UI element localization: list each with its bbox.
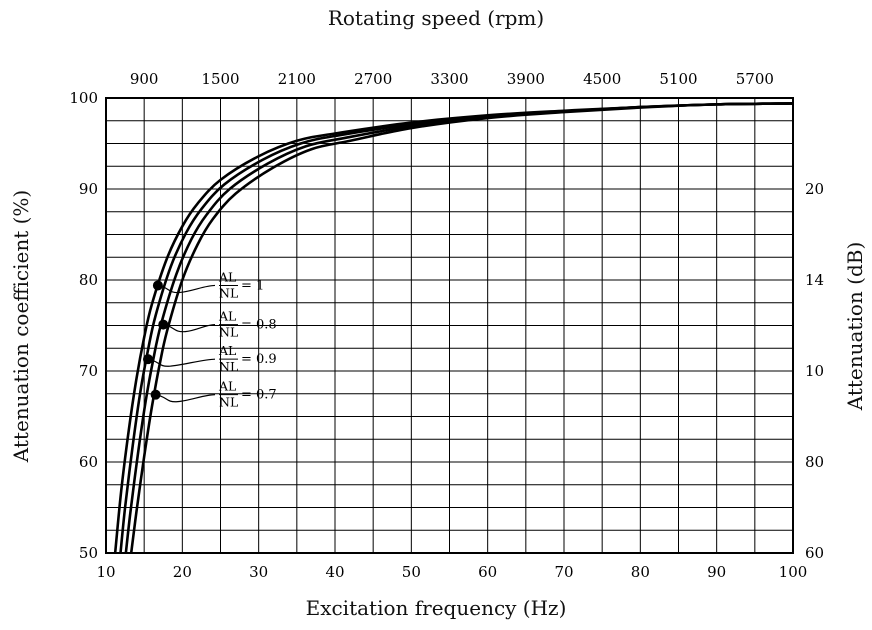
series-curve <box>113 102 794 554</box>
x-tick-label: 100 <box>779 563 808 581</box>
y-tick-label: 100 <box>69 89 98 107</box>
x-tick-label: 40 <box>325 563 344 581</box>
top-tick-label: 900 <box>130 70 159 88</box>
y-tick-label: 90 <box>79 180 98 198</box>
top-tick-label: 5700 <box>736 70 774 88</box>
y-tick-label: 50 <box>79 544 98 562</box>
right-tick-label: 80 <box>805 453 824 471</box>
series-label-value: = 0.8 <box>241 318 277 333</box>
x-tick-label: 20 <box>173 563 192 581</box>
series-label-denominator: NL <box>219 285 238 300</box>
tick-labels: 10 20 30 40 50 60 70 80 90 100 50 60 70 80 90 100 900 150… <box>69 70 824 581</box>
x-tick-label: 50 <box>402 563 421 581</box>
right-tick-label: 14 <box>805 271 824 289</box>
x-tick-label: 10 <box>96 563 115 581</box>
series-label-value: = 0.7 <box>241 388 277 403</box>
right-tick-label: 60 <box>805 544 824 562</box>
series-label-denominator: NL <box>219 325 238 340</box>
top-tick-label: 1500 <box>201 70 239 88</box>
x-tick-label: 60 <box>478 563 497 581</box>
series-label-numerator: AL <box>218 343 236 358</box>
series-label-value: = 0.9 <box>241 352 277 367</box>
x-tick-label: 70 <box>554 563 573 581</box>
series-label-denominator: NL <box>219 395 238 410</box>
plot-frame <box>105 97 794 554</box>
top-tick-label: 2100 <box>278 70 316 88</box>
top-tick-label: 2700 <box>354 70 392 88</box>
series-label-value: = 1 <box>241 278 264 293</box>
y-tick-label: 80 <box>79 271 98 289</box>
x-tick-label: 90 <box>707 563 726 581</box>
x-tick-label: 80 <box>631 563 650 581</box>
series-leader-line <box>147 358 216 367</box>
x-tick-label: 30 <box>249 563 268 581</box>
series-leader-line <box>157 284 216 294</box>
series-leader-line <box>163 323 216 333</box>
series-label-numerator: AL <box>218 269 236 284</box>
grid-lines <box>106 98 793 553</box>
top-tick-label: 3300 <box>430 70 468 88</box>
y-tick-label: 70 <box>79 362 98 380</box>
series-label-numerator: AL <box>218 379 236 394</box>
top-tick-label: 3900 <box>507 70 545 88</box>
top-tick-label: 4500 <box>583 70 621 88</box>
series-curve <box>129 102 794 554</box>
y-tick-label: 60 <box>79 453 98 471</box>
top-axis-title: Rotating speed (rpm) <box>327 6 545 30</box>
series-label-denominator: NL <box>219 359 238 374</box>
top-tick-label: 5100 <box>659 70 697 88</box>
series-leader-line <box>155 394 216 403</box>
right-tick-label: 10 <box>805 362 824 380</box>
x-axis-title: Excitation frequency (Hz) <box>305 596 567 620</box>
series-label-numerator: AL <box>218 309 236 324</box>
right-tick-label: 20 <box>805 180 824 198</box>
